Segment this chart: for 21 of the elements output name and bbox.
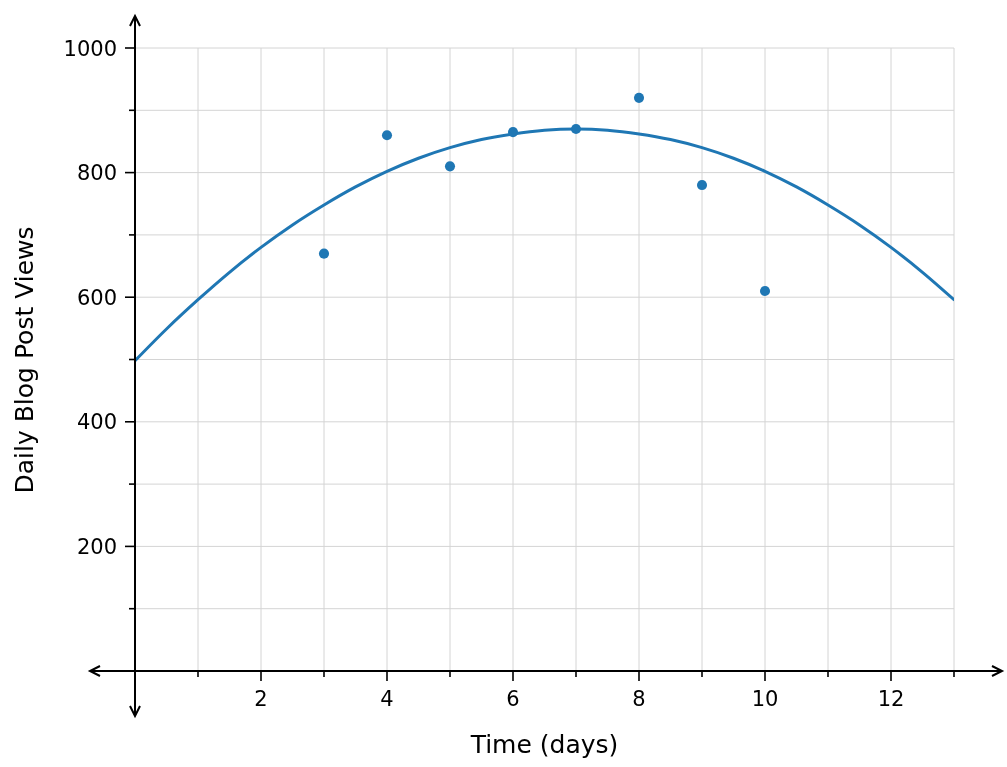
x-tick-label: 2 [254,687,268,711]
y-axis-title: Daily Blog Post Views [9,225,38,494]
y-tick-label: 200 [76,534,117,559]
x-tick-label: 10 [751,687,779,711]
point [444,161,456,172]
point [507,127,519,138]
point [759,285,771,297]
x-tick-label: 6 [506,687,520,711]
x-tick-label: 4 [380,687,394,711]
point [633,92,645,103]
point [381,130,393,141]
point [696,180,708,191]
y-tick-label: 1000 [63,36,117,61]
point [318,248,330,259]
x-tick-label: 8 [632,687,646,711]
x-axis-title: Time (days) [470,730,619,759]
x-tick-label: 12 [877,687,905,711]
y-tick-label: 600 [76,285,117,310]
y-tick-label: 400 [76,410,117,435]
y-tick-label: 800 [76,161,117,186]
point [570,123,582,135]
